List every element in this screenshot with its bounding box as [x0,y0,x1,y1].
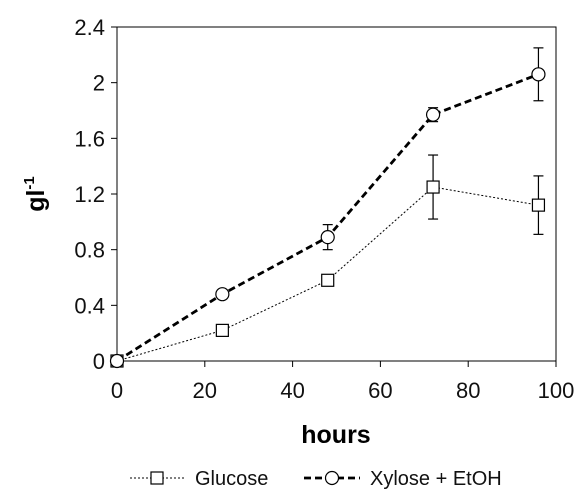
x-tick-label: 100 [538,378,575,403]
y-axis-ticks: 0 0.4 0.8 1.2 1.6 2 2.4 [74,15,117,374]
x-tick-label: 60 [368,378,392,403]
legend-item-glucose: Glucose [130,468,268,490]
plot-area [116,26,557,362]
series-layer [109,47,546,369]
y-tick-label: 1.6 [74,126,105,151]
x-axis-title: hours [301,421,370,449]
y-axis-title-sup: -1 [21,176,38,189]
data-point-xylose-etoh [109,353,125,369]
x-axis-ticks: 0 20 40 60 80 100 [111,361,574,403]
x-tick-label: 20 [193,378,217,403]
legend-label-xylose-etoh: Xylose + EtOH [370,468,502,490]
y-tick-label: 0.8 [74,238,105,263]
series-line-glucose [116,186,539,362]
legend-label-glucose: Glucose [195,468,268,490]
legend: Glucose Xylose + EtOH [130,468,502,490]
x-tick-label: 40 [280,378,304,403]
data-point-xylose-etoh [320,230,335,245]
data-point-glucose [426,180,440,194]
y-tick-label: 1.2 [74,182,105,207]
data-point-xylose-etoh [531,67,546,82]
y-tick-label: 0.4 [74,293,105,318]
data-point-glucose [321,273,335,287]
data-point-glucose [215,323,229,337]
y-axis-title-base: gl [22,190,50,212]
data-point-xylose-etoh [425,107,441,122]
data-point-xylose-etoh [215,287,230,302]
legend-item-xylose-etoh: Xylose + EtOH [304,468,502,490]
data-point-glucose [531,198,546,212]
y-tick-label: 2.4 [74,15,105,40]
series-xylose-etoh [109,47,546,369]
legend-marker-square [150,471,164,485]
y-axis-title: gl-1 [21,176,50,212]
y-tick-label: 2 [93,71,105,96]
legend-marker-circle [324,470,340,486]
y-tick-label: 0 [93,349,105,374]
x-tick-label: 80 [456,378,480,403]
x-tick-label: 0 [111,378,123,403]
